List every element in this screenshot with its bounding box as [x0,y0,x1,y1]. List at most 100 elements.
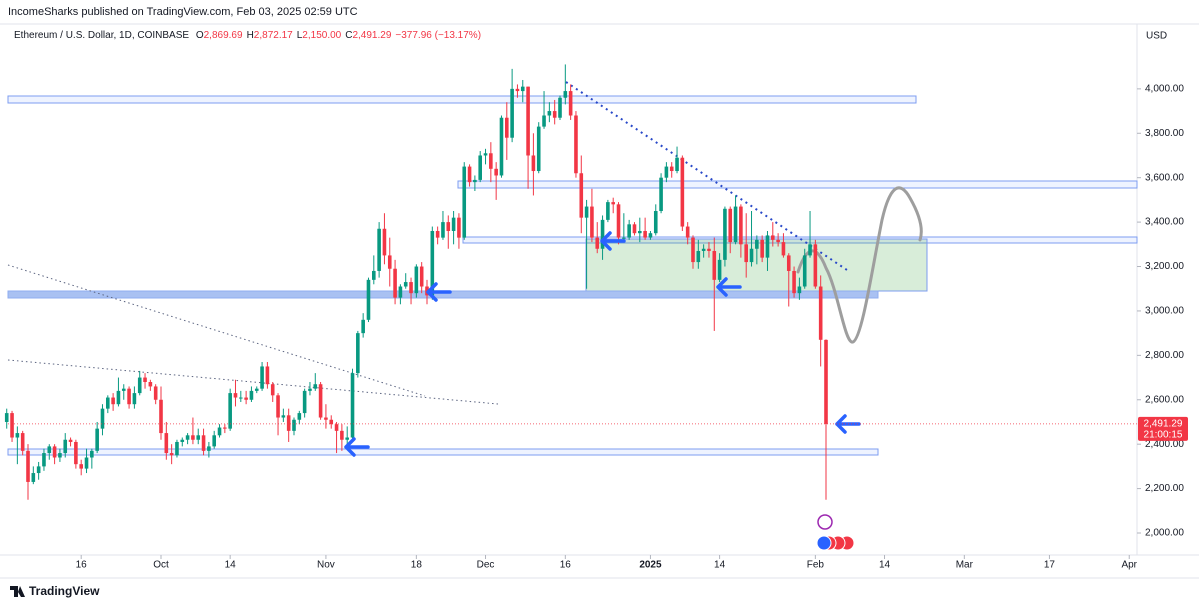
candle-body [818,286,823,340]
countdown: 21:00:15 [1144,430,1183,441]
candle-body [297,413,302,420]
trend-line [7,264,426,397]
candle-body [318,384,323,418]
candle-body [792,270,796,294]
candle-body [552,111,557,118]
candle-body [90,450,94,458]
candle-body [600,219,605,249]
event-icons [816,514,855,551]
candle-body [419,266,424,287]
candle-body [515,88,520,92]
candle-body [664,166,669,178]
published-note: IncomeSharks published on TradingView.co… [8,6,358,18]
legend-key: L [297,30,303,41]
candle-body [739,206,743,245]
candle-body [42,453,46,467]
legend-value: 2,872.17 [254,30,293,41]
price-tag [1138,416,1188,441]
price-tag-label: 2,491.29 [1144,419,1183,430]
candle-body [616,204,621,238]
candle-body [510,88,514,138]
candle-body [121,388,126,391]
candle-body [74,441,78,465]
candle-body [547,111,552,116]
candle-body [334,424,339,431]
candle-body [217,427,222,436]
candle-body [207,446,211,451]
candle-body [329,419,334,425]
candle-body [387,255,392,269]
brand: TradingView [29,584,100,598]
legend-key: H [247,30,254,41]
y-tick-label: 3,600.00 [1145,172,1184,183]
candle-body [622,237,626,239]
candle-body [382,228,387,256]
candle-body [473,179,477,183]
candle-body [723,208,727,260]
candle-body [568,91,573,116]
candle-body [340,430,344,440]
candle-body [191,435,195,440]
candle-body [536,126,541,172]
arrow [426,282,452,302]
zone [7,95,917,104]
candle-body [478,155,482,180]
trend-line [7,359,499,405]
candle-body [100,408,105,429]
arrow [600,231,626,251]
candle-body [638,230,642,234]
candle-body [680,157,685,227]
candle-body [765,235,770,258]
candle-body [489,153,493,169]
candle-body [584,206,589,218]
candle-body [808,244,812,256]
x-tick-label: 17 [1044,560,1056,571]
candle-body [398,286,403,298]
candle-body [446,222,451,231]
drawings [7,81,1138,456]
candle-body [520,86,525,92]
candle-body [685,226,690,238]
y-tick-label: 3,800.00 [1145,128,1184,139]
x-tick-label: 2025 [639,560,662,571]
candle-body [15,433,20,438]
candle-body [260,366,264,389]
legend-change: −377.96 (−13.17%) [395,30,481,41]
candle-body [185,435,190,440]
candle-body [712,250,717,280]
candle-body [127,388,131,405]
x-tick-label: Nov [317,560,335,571]
candle-body [276,395,280,418]
candle-body [228,393,232,429]
zone [7,448,879,456]
y-tick-label: 2,200.00 [1145,483,1184,494]
candle-body [10,413,14,438]
candle-body [292,419,296,431]
symbol-legend: Ethereum / U.S. Dollar, 1D, COINBASE O2,… [14,30,481,41]
legend-key: C [345,30,352,41]
candle-body [483,153,488,156]
candle-body [4,413,9,422]
candle-body [201,435,206,451]
candle-body [813,244,818,287]
x-tick-label: Feb [807,560,825,571]
candle-body [20,433,25,451]
candle-body [356,333,360,374]
candle-body [36,466,41,474]
candle-body [106,397,110,409]
candle-body [499,117,504,176]
candle-body [467,166,472,183]
candle-body [632,224,637,234]
candle-body [760,239,764,258]
candle-body [196,435,201,440]
y-tick-label: 2,600.00 [1145,394,1184,405]
projection-curve [796,186,923,344]
currency: USD [1146,31,1167,42]
candle-body [393,268,397,298]
x-tick-label: Oct [153,560,169,571]
candle-body [281,415,286,418]
x-tick-label: 14 [879,560,891,571]
candle-body [302,390,307,414]
